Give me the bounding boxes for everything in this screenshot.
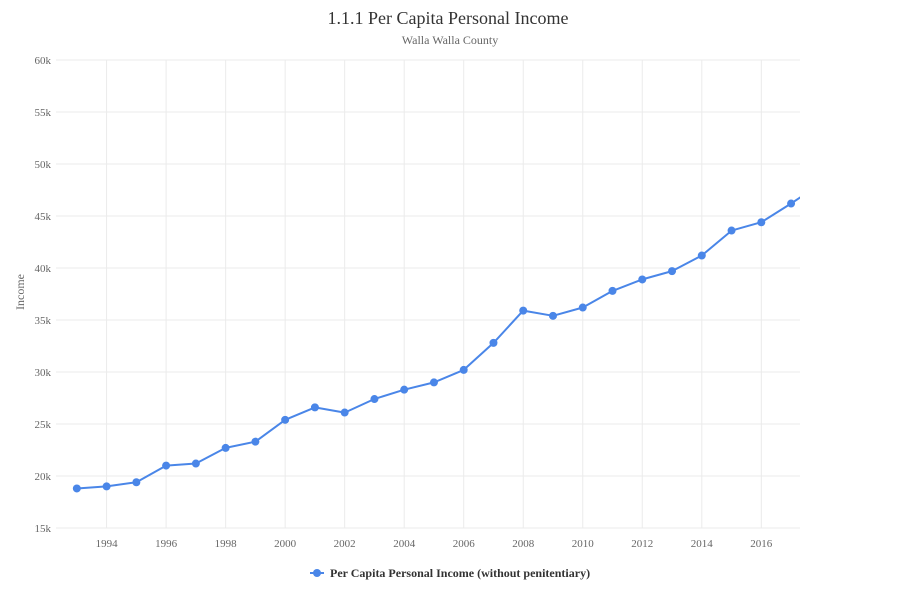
grid	[56, 59, 800, 529]
x-tick-label: 2008	[512, 538, 535, 550]
y-tick-label: 45k	[35, 211, 52, 223]
y-tick-label: 50k	[35, 159, 52, 171]
data-point[interactable]	[548, 311, 557, 320]
data-point[interactable]	[757, 218, 766, 227]
x-tick-label: 2006	[453, 538, 476, 550]
data-point[interactable]	[251, 437, 260, 446]
legend[interactable]: Per Capita Personal Income (without peni…	[310, 566, 590, 580]
data-point[interactable]	[817, 180, 825, 188]
data-point[interactable]	[221, 443, 230, 452]
x-tick-label: 2002	[334, 538, 356, 550]
y-axis-title: Income	[13, 274, 27, 310]
chart-title: 1.1.1 Per Capita Personal Income	[328, 8, 569, 28]
data-point[interactable]	[459, 365, 468, 374]
y-tick-label: 60k	[35, 55, 52, 67]
data-point[interactable]	[429, 378, 438, 387]
x-tick-label: 1996	[155, 538, 178, 550]
data-point[interactable]	[668, 267, 677, 276]
data-point[interactable]	[102, 482, 111, 491]
axes: 15k 20k 25k 30k 35k 40k 45k 50k 55k 60k 1994 1996 19…	[35, 55, 773, 550]
y-tick-label: 30k	[35, 367, 52, 379]
series-layer	[72, 180, 825, 493]
data-point[interactable]	[489, 338, 498, 347]
data-point[interactable]	[191, 459, 200, 468]
chart-subtitle: Walla Walla County	[402, 33, 499, 47]
data-point[interactable]	[281, 415, 290, 424]
y-tick-label: 25k	[35, 419, 52, 431]
y-tick-label: 20k	[35, 471, 52, 483]
y-tick-label: 55k	[35, 107, 52, 119]
x-tick-label: 2016	[750, 538, 773, 550]
data-point[interactable]	[727, 226, 736, 235]
x-tick-label: 2012	[631, 538, 653, 550]
x-tick-label: 2014	[691, 538, 714, 550]
x-tick-label: 2004	[393, 538, 416, 550]
series-line	[75, 196, 800, 490]
data-point[interactable]	[370, 395, 379, 404]
legend-item-label: Per Capita Personal Income (without peni…	[330, 566, 590, 580]
data-point[interactable]	[340, 408, 349, 417]
x-tick-label: 1994	[96, 538, 119, 550]
data-point[interactable]	[787, 199, 796, 208]
y-tick-label: 40k	[35, 263, 52, 275]
y-tick-label: 35k	[35, 315, 52, 327]
data-point[interactable]	[638, 275, 647, 284]
data-point[interactable]	[132, 478, 141, 487]
x-tick-label: 1998	[215, 538, 238, 550]
data-point[interactable]	[519, 306, 528, 315]
data-point[interactable]	[578, 303, 587, 312]
y-tick-label: 15k	[35, 523, 52, 535]
data-point[interactable]	[400, 385, 409, 394]
x-tick-label: 2010	[572, 538, 595, 550]
data-point[interactable]	[697, 251, 706, 260]
data-point[interactable]	[72, 484, 81, 493]
legend-marker-swatch	[313, 569, 321, 577]
x-tick-label: 2000	[274, 538, 297, 550]
data-point[interactable]	[162, 461, 171, 470]
data-point[interactable]	[310, 403, 319, 412]
data-point[interactable]	[608, 286, 617, 295]
